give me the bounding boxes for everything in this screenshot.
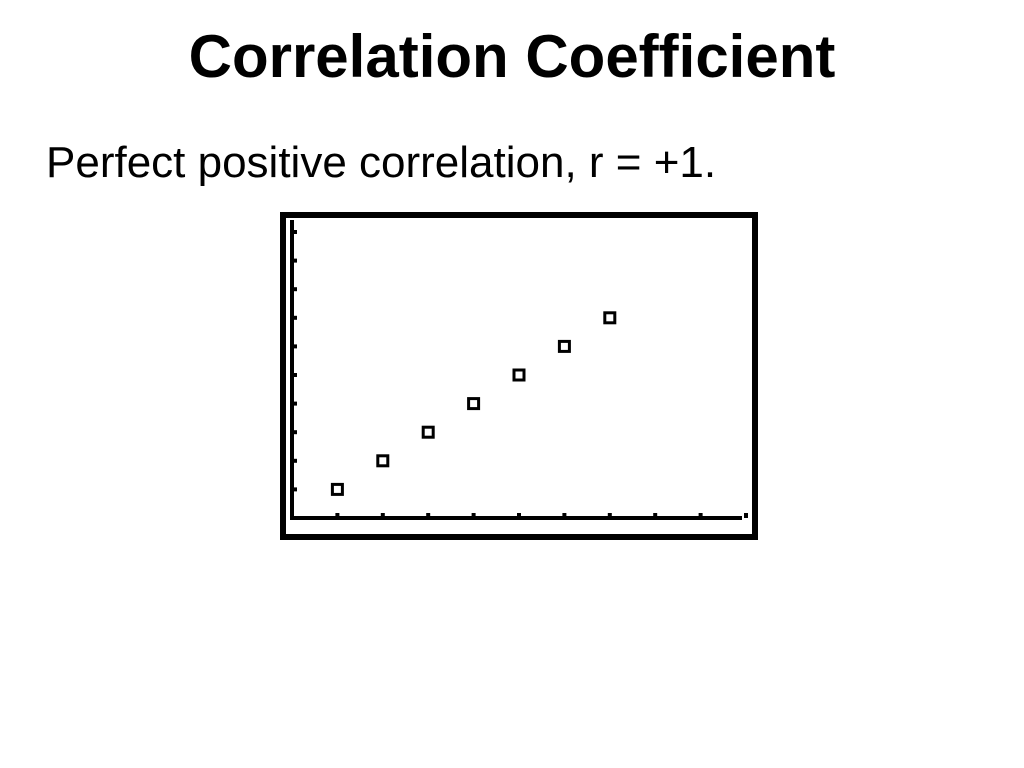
y-ticks	[292, 230, 297, 492]
data-point-7	[603, 311, 617, 325]
x-ticks	[335, 513, 748, 518]
data-point-2	[376, 454, 390, 468]
scatter-plot	[280, 212, 758, 540]
data-point-3	[421, 425, 435, 439]
scatter-plot-svg	[280, 212, 758, 540]
slide-title: Correlation Coefficient	[188, 23, 836, 90]
data-point-5	[512, 368, 526, 382]
data-points	[330, 311, 617, 496]
data-point-6	[557, 339, 571, 353]
data-point-1	[330, 482, 344, 496]
data-point-4	[467, 397, 481, 411]
slide-body-text: Perfect positive correlation, r = +1.	[46, 138, 717, 187]
